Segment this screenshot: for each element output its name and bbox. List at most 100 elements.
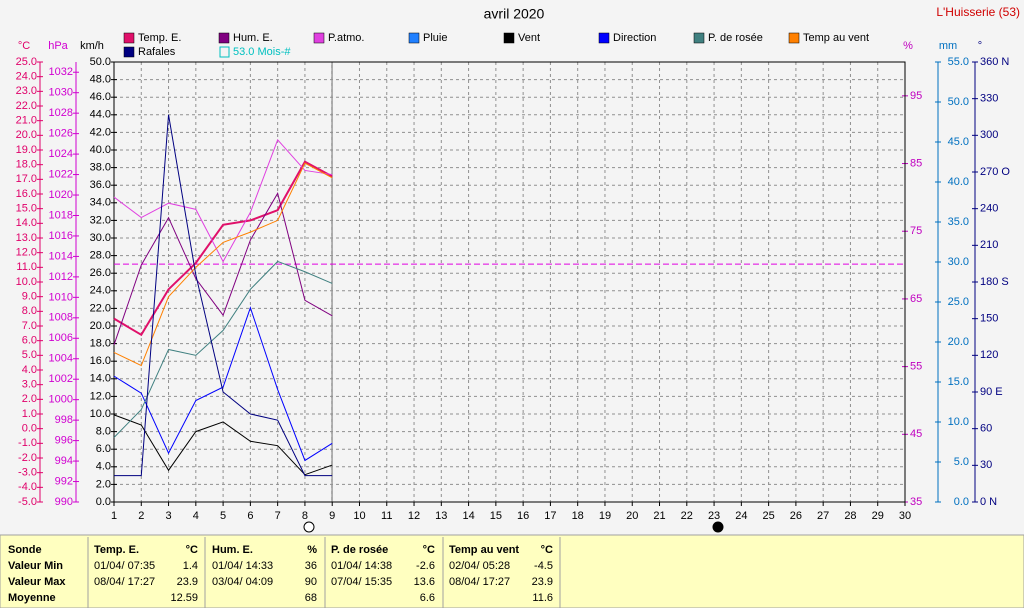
legend-swatch	[123, 46, 135, 58]
y-tick-label: 32.0	[90, 214, 111, 226]
y-tick-label: 0 N	[980, 496, 997, 508]
y-tick-label: 1016	[49, 230, 73, 242]
legend-label: P. de rosée	[708, 32, 763, 44]
col-unit: °C	[186, 544, 198, 556]
y-tick-label: 90 E	[980, 386, 1003, 398]
col-title: P. de rosée	[331, 544, 388, 556]
y-tick-label: 1010	[49, 291, 73, 303]
y-tick-label: 48.0	[90, 74, 111, 86]
legend-swatch	[219, 46, 230, 58]
y-tick-label: 150	[980, 313, 998, 325]
series-line	[113, 138, 333, 263]
y-tick-label: 12.0	[16, 247, 37, 259]
y-tick-label: 20.0	[948, 336, 969, 348]
y-tick-label: 20.0	[16, 129, 37, 141]
y-tick-label: -2.0	[18, 452, 37, 464]
stat-mean: 11.6	[532, 592, 553, 604]
y-tick-label: 34.0	[90, 197, 111, 209]
stat-mean: 68	[305, 592, 317, 604]
y-tick-label: 30	[980, 459, 992, 471]
y-tick-label: 24.0	[90, 285, 111, 297]
y-tick-label: 50.0	[90, 56, 111, 68]
x-tick-label: 11	[381, 510, 392, 522]
moon-icon	[303, 521, 315, 533]
moon-icon	[712, 521, 724, 533]
axis-unit: °C	[18, 40, 30, 52]
col-title: Temp au vent	[449, 544, 519, 556]
stat-value: -4.5	[534, 560, 553, 572]
y-tick-label: 35	[910, 496, 922, 508]
y-tick-label: 998	[55, 414, 73, 426]
y-tick-label: 0.0	[22, 423, 37, 435]
x-tick-label: 27	[817, 510, 829, 522]
y-tick-label: 42.0	[90, 126, 111, 138]
x-tick-label: 22	[681, 510, 693, 522]
stat-mean: 6.6	[420, 592, 435, 604]
y-tick-label: 992	[55, 475, 73, 487]
x-tick-label: 5	[220, 510, 226, 522]
y-tick-label: 10.0	[90, 408, 111, 420]
y-tick-label: 14.0	[16, 217, 37, 229]
series-line	[113, 414, 333, 476]
y-tick-label: 12.0	[90, 390, 111, 402]
stat-date: 02/04/ 05:28	[449, 560, 510, 572]
y-tick-label: 1028	[49, 107, 73, 119]
y-tick-label: 14.0	[90, 373, 111, 385]
stat-date: 01/04/ 14:33	[212, 560, 273, 572]
y-tick-label: 1020	[49, 189, 73, 201]
y-tick-label: 3.0	[22, 379, 37, 391]
y-tick-label: 35.0	[948, 216, 969, 228]
y-tick-label: 25.0	[948, 296, 969, 308]
y-tick-label: 36.0	[90, 179, 111, 191]
y-tick-label: 40.0	[90, 144, 111, 156]
y-tick-label: 18.0	[16, 159, 37, 171]
y-tick-label: 1026	[49, 128, 73, 140]
x-tick-label: 26	[790, 510, 802, 522]
legend-label: Vent	[518, 32, 540, 44]
y-tick-label: 45	[910, 428, 922, 440]
y-tick-label: 1000	[49, 394, 73, 406]
plot-area	[114, 62, 905, 502]
y-tick-label: 9.0	[22, 291, 37, 303]
y-tick-label: 1006	[49, 332, 73, 344]
x-tick-label: 18	[572, 510, 584, 522]
axis-unit: %	[903, 40, 913, 52]
series-line	[113, 260, 333, 438]
x-tick-label: 7	[275, 510, 281, 522]
stats-table	[0, 534, 1024, 608]
x-tick-label: 29	[872, 510, 884, 522]
legend-swatch	[693, 32, 705, 44]
x-tick-label: 28	[844, 510, 856, 522]
col-unit: %	[307, 544, 317, 556]
y-tick-label: -4.0	[18, 481, 37, 493]
x-tick-label: 20	[626, 510, 638, 522]
legend-swatch	[313, 32, 325, 44]
stat-value: -2.6	[416, 560, 435, 572]
y-tick-label: 5.0	[954, 456, 969, 468]
legend-swatch	[218, 32, 230, 44]
y-tick-label: 4.0	[22, 364, 37, 376]
y-tick-label: 6.0	[22, 335, 37, 347]
y-tick-label: 13.0	[16, 232, 37, 244]
y-tick-label: 1004	[49, 353, 73, 365]
legend-swatch	[503, 32, 515, 44]
row-label: Valeur Min	[8, 560, 63, 572]
y-tick-label: 60	[980, 423, 992, 435]
y-tick-label: 30.0	[90, 232, 111, 244]
series-line	[113, 160, 333, 337]
row-label: Valeur Max	[8, 576, 66, 588]
series-line	[113, 306, 333, 462]
x-tick-label: 14	[462, 510, 474, 522]
stat-value: 1.4	[183, 560, 198, 572]
y-tick-label: 25.0	[16, 56, 37, 68]
y-tick-label: 16.0	[16, 188, 37, 200]
y-tick-label: 22.0	[90, 302, 111, 314]
y-tick-label: 1018	[49, 209, 73, 221]
x-tick-label: 23	[708, 510, 720, 522]
legend-label: Temp au vent	[803, 32, 869, 44]
stat-date: 08/04/ 17:27	[449, 576, 510, 588]
y-tick-label: 26.0	[90, 267, 111, 279]
y-tick-label: 22.0	[16, 100, 37, 112]
